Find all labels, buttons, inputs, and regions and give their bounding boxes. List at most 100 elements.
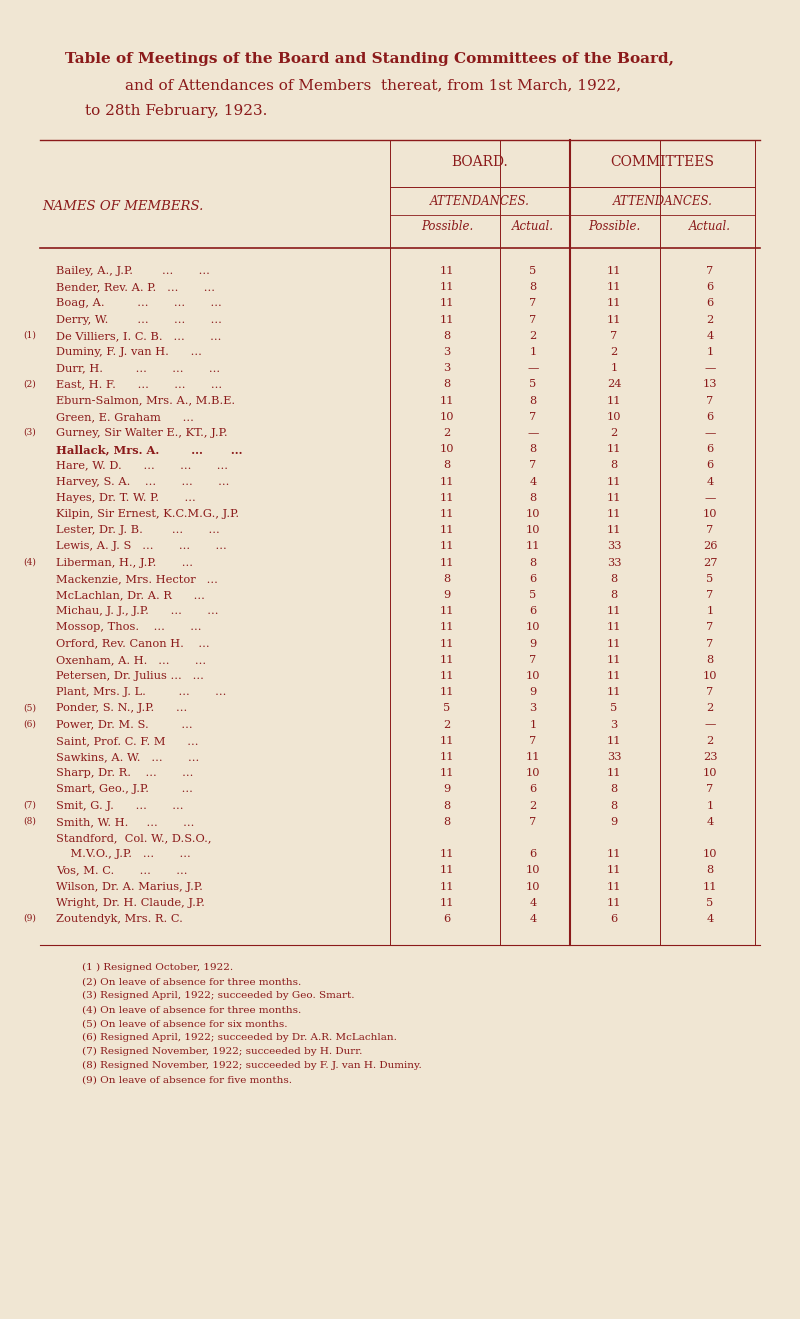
- Text: 7: 7: [706, 638, 714, 649]
- Text: 5: 5: [706, 574, 714, 584]
- Text: Power, Dr. M. S.         ...: Power, Dr. M. S. ...: [56, 720, 193, 729]
- Text: 11: 11: [606, 476, 622, 487]
- Text: Michau, J. J., J.P.      ...       ...: Michau, J. J., J.P. ... ...: [56, 607, 218, 616]
- Text: Zoutendyk, Mrs. R. C.: Zoutendyk, Mrs. R. C.: [56, 914, 183, 925]
- Text: 11: 11: [440, 638, 454, 649]
- Text: 11: 11: [440, 525, 454, 536]
- Text: Table of Meetings of the Board and Standing Committees of the Board,: Table of Meetings of the Board and Stand…: [65, 51, 674, 66]
- Text: Possible.: Possible.: [421, 220, 473, 233]
- Text: 5: 5: [443, 703, 450, 714]
- Text: 7: 7: [706, 396, 714, 406]
- Text: 6: 6: [443, 914, 450, 925]
- Text: 2: 2: [530, 801, 537, 811]
- Text: 11: 11: [440, 396, 454, 406]
- Text: 11: 11: [606, 654, 622, 665]
- Text: 11: 11: [606, 525, 622, 536]
- Text: (2): (2): [23, 380, 36, 388]
- Text: 7: 7: [706, 687, 714, 698]
- Text: 8: 8: [610, 801, 618, 811]
- Text: 11: 11: [440, 768, 454, 778]
- Text: 11: 11: [606, 849, 622, 859]
- Text: Sharp, Dr. R.    ...       ...: Sharp, Dr. R. ... ...: [56, 768, 194, 778]
- Text: 7: 7: [706, 785, 714, 794]
- Text: Wright, Dr. H. Claude, J.P.: Wright, Dr. H. Claude, J.P.: [56, 898, 205, 907]
- Text: Sawkins, A. W.   ...       ...: Sawkins, A. W. ... ...: [56, 752, 199, 762]
- Text: 11: 11: [606, 881, 622, 892]
- Text: 23: 23: [702, 752, 718, 762]
- Text: 7: 7: [530, 412, 537, 422]
- Text: (3) Resigned April, 1922; succeeded by Geo. Smart.: (3) Resigned April, 1922; succeeded by G…: [82, 992, 354, 1000]
- Text: (5) On leave of absence for six months.: (5) On leave of absence for six months.: [82, 1020, 287, 1029]
- Text: 13: 13: [702, 380, 718, 389]
- Text: Durr, H.         ...       ...       ...: Durr, H. ... ... ...: [56, 363, 220, 373]
- Text: 7: 7: [530, 816, 537, 827]
- Text: Harvey, S. A.    ...       ...       ...: Harvey, S. A. ... ... ...: [56, 476, 230, 487]
- Text: 2: 2: [443, 720, 450, 729]
- Text: 10: 10: [440, 445, 454, 454]
- Text: Derry, W.        ...       ...       ...: Derry, W. ... ... ...: [56, 315, 222, 324]
- Text: 5: 5: [610, 703, 618, 714]
- Text: 11: 11: [440, 898, 454, 907]
- Text: 5: 5: [706, 898, 714, 907]
- Text: —: —: [704, 720, 716, 729]
- Text: 8: 8: [610, 590, 618, 600]
- Text: Hayes, Dr. T. W. P.       ...: Hayes, Dr. T. W. P. ...: [56, 493, 196, 503]
- Text: 10: 10: [526, 671, 540, 681]
- Text: 1: 1: [530, 347, 537, 357]
- Text: 11: 11: [440, 623, 454, 632]
- Text: 8: 8: [443, 801, 450, 811]
- Text: 1: 1: [706, 347, 714, 357]
- Text: 6: 6: [706, 412, 714, 422]
- Text: 6: 6: [706, 460, 714, 471]
- Text: 2: 2: [443, 427, 450, 438]
- Text: Mackenzie, Mrs. Hector   ...: Mackenzie, Mrs. Hector ...: [56, 574, 218, 584]
- Text: 6: 6: [706, 298, 714, 309]
- Text: 8: 8: [530, 282, 537, 293]
- Text: 8: 8: [530, 445, 537, 454]
- Text: 33: 33: [606, 541, 622, 551]
- Text: 10: 10: [440, 412, 454, 422]
- Text: 9: 9: [443, 785, 450, 794]
- Text: (8): (8): [23, 816, 36, 826]
- Text: 10: 10: [702, 671, 718, 681]
- Text: 11: 11: [440, 493, 454, 503]
- Text: 11: 11: [606, 509, 622, 518]
- Text: 11: 11: [606, 315, 622, 324]
- Text: —: —: [527, 427, 538, 438]
- Text: Lester, Dr. J. B.        ...       ...: Lester, Dr. J. B. ... ...: [56, 525, 220, 536]
- Text: 33: 33: [606, 558, 622, 567]
- Text: —: —: [704, 363, 716, 373]
- Text: (9): (9): [23, 914, 36, 923]
- Text: Mossop, Thos.    ...       ...: Mossop, Thos. ... ...: [56, 623, 202, 632]
- Text: 7: 7: [706, 525, 714, 536]
- Text: 11: 11: [440, 315, 454, 324]
- Text: 8: 8: [443, 816, 450, 827]
- Text: Hare, W. D.      ...       ...       ...: Hare, W. D. ... ... ...: [56, 460, 228, 471]
- Text: 3: 3: [443, 347, 450, 357]
- Text: 3: 3: [530, 703, 537, 714]
- Text: 11: 11: [606, 865, 622, 876]
- Text: East, H. F.      ...       ...       ...: East, H. F. ... ... ...: [56, 380, 222, 389]
- Text: (4): (4): [23, 558, 36, 567]
- Text: 11: 11: [440, 881, 454, 892]
- Text: 10: 10: [702, 768, 718, 778]
- Text: 11: 11: [606, 671, 622, 681]
- Text: 11: 11: [440, 541, 454, 551]
- Text: 9: 9: [443, 590, 450, 600]
- Text: 11: 11: [440, 849, 454, 859]
- Text: 11: 11: [440, 298, 454, 309]
- Text: Vos, M. C.       ...       ...: Vos, M. C. ... ...: [56, 865, 187, 876]
- Text: 4: 4: [530, 476, 537, 487]
- Text: 8: 8: [530, 493, 537, 503]
- Text: 11: 11: [606, 298, 622, 309]
- Text: (7) Resigned November, 1922; succeeded by H. Durr.: (7) Resigned November, 1922; succeeded b…: [82, 1047, 362, 1057]
- Text: ATTENDANCES.: ATTENDANCES.: [430, 195, 530, 208]
- Text: 8: 8: [610, 460, 618, 471]
- Text: 10: 10: [526, 865, 540, 876]
- Text: 8: 8: [610, 785, 618, 794]
- Text: 7: 7: [530, 315, 537, 324]
- Text: 11: 11: [440, 509, 454, 518]
- Text: 10: 10: [526, 525, 540, 536]
- Text: 26: 26: [702, 541, 718, 551]
- Text: Wilson, Dr. A. Marius, J.P.: Wilson, Dr. A. Marius, J.P.: [56, 881, 203, 892]
